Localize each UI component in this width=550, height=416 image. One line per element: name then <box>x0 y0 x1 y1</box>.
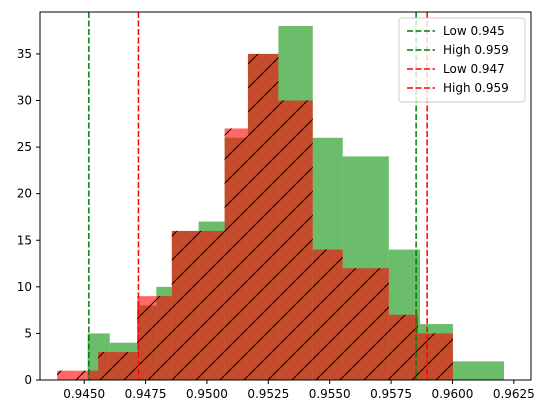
histogram-bar-hatch <box>247 53 279 380</box>
histogram-bar-hatch <box>388 314 415 380</box>
y-tick-label: 0 <box>24 373 32 387</box>
legend: Low 0.945 High 0.959 Low 0.947 High 0.959 <box>398 17 526 103</box>
histogram-bar-hatch <box>418 333 453 380</box>
y-tick-label: 20 <box>17 187 32 201</box>
histogram-bar-hatch <box>224 128 248 380</box>
y-tick-label: 10 <box>17 280 32 294</box>
histogram-bar-hatch <box>171 230 199 380</box>
histogram-bar <box>87 333 93 380</box>
histogram-bar-hatch <box>342 268 389 380</box>
histogram-bar-hatch <box>312 249 343 380</box>
y-tick-label: 35 <box>17 47 32 61</box>
histogram-bar-hatch <box>278 100 313 380</box>
legend-box <box>398 17 526 103</box>
legend-label: Low 0.945 <box>443 24 505 38</box>
histogram-bar-hatch <box>198 230 225 380</box>
x-tick-label: 0.9525 <box>247 387 289 401</box>
x-tick-label: 0.9475 <box>125 387 167 401</box>
x-axis: 0.9450 0.9475 0.9500 0.9525 0.9550 0.9575 0.96… <box>63 380 535 401</box>
x-tick-label: 0.9625 <box>493 387 535 401</box>
y-axis: 0 5 10 15 20 25 30 35 <box>17 47 40 387</box>
histogram-bar-hatch <box>57 370 99 380</box>
legend-label: High 0.959 <box>443 43 509 57</box>
y-tick-label: 30 <box>17 94 32 108</box>
legend-label: High 0.959 <box>443 81 509 95</box>
y-tick-label: 15 <box>17 233 32 247</box>
y-tick-label: 5 <box>24 326 32 340</box>
x-tick-label: 0.9450 <box>63 387 105 401</box>
x-tick-label: 0.9500 <box>186 387 228 401</box>
y-tick-label: 25 <box>17 140 32 154</box>
histogram-bar-hatch <box>98 352 138 380</box>
histogram-bar <box>452 361 504 380</box>
histogram-bar-hatch <box>156 296 172 380</box>
histogram-bar-hatch <box>137 296 157 380</box>
plot-frame <box>39 11 532 381</box>
x-tick-label: 0.9600 <box>431 387 473 401</box>
legend-label: Low 0.947 <box>443 62 505 76</box>
bars-layer <box>57 25 504 380</box>
x-tick-label: 0.9575 <box>370 387 412 401</box>
x-tick-label: 0.9550 <box>309 387 351 401</box>
